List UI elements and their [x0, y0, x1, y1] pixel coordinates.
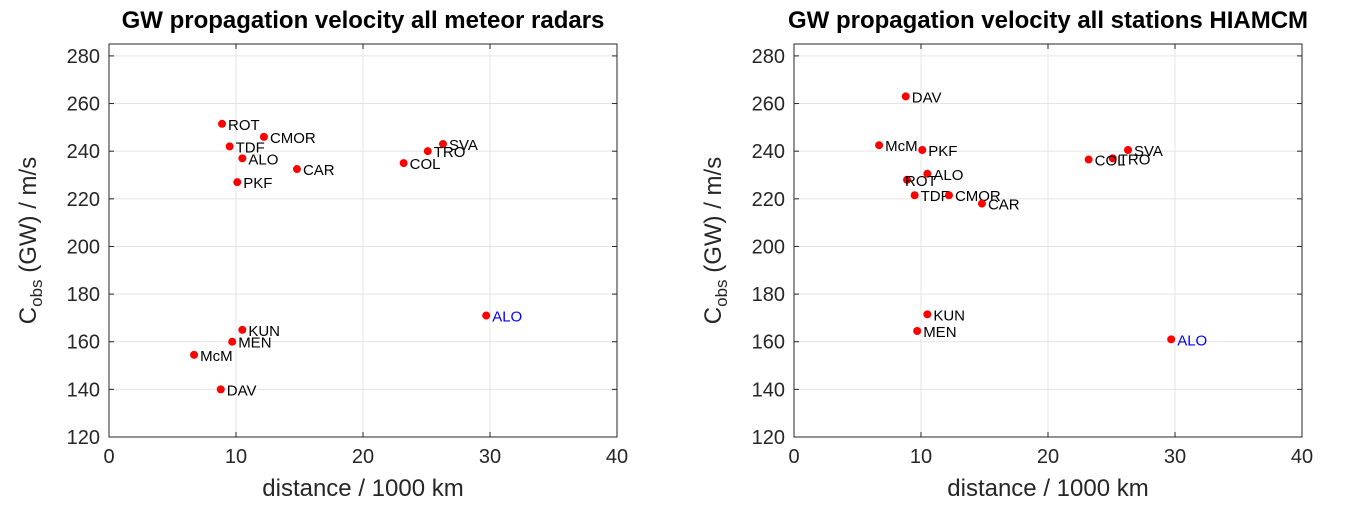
data-point-label-cmor: CMOR: [955, 188, 1001, 205]
data-point-label-men: MEN: [923, 324, 956, 341]
y-axis-label-rest: (GW) / m/s: [700, 157, 727, 280]
data-point-tdf: [910, 191, 919, 200]
data-point-label-dav: DAV: [227, 382, 257, 399]
x-tick-label: 0: [788, 446, 799, 468]
data-point-alo: [1167, 335, 1176, 344]
x-axis-label: distance / 1000 km: [947, 475, 1148, 502]
data-point-label-sva: SVA: [449, 137, 478, 154]
data-point-tdf: [225, 142, 234, 151]
chart-title: GW propagation velocity all stations HIA…: [788, 7, 1308, 34]
data-point-men: [913, 327, 922, 336]
x-tick-label: 20: [352, 446, 374, 468]
data-point-label-alo: ALO: [248, 151, 278, 168]
y-tick-label: 260: [67, 94, 100, 116]
data-point-label-tdf: TDF: [921, 188, 950, 205]
data-point-pkf: [918, 145, 927, 154]
data-point-alo: [238, 154, 247, 163]
data-point-col: [1084, 155, 1093, 164]
data-point-sva: [1124, 145, 1133, 154]
y-tick-label: 260: [752, 94, 785, 116]
data-point-car: [977, 199, 986, 208]
y-tick-label: 120: [67, 427, 100, 449]
y-axis-label: Cobs (GW) / m/s: [15, 157, 46, 324]
y-tick-label: 220: [67, 189, 100, 211]
data-point-men: [228, 337, 237, 346]
data-point-dav: [901, 92, 910, 101]
y-tick-label: 140: [67, 379, 100, 401]
data-point-label-kun: KUN: [933, 307, 965, 324]
data-point-car: [292, 165, 301, 174]
data-point-label-alo: ALO: [492, 309, 522, 326]
y-tick-label: 120: [752, 427, 785, 449]
y-axis-label-main: C: [15, 307, 42, 324]
data-point-sva: [439, 140, 448, 149]
data-point-label-col: COL: [1095, 153, 1126, 170]
x-tick-label: 20: [1037, 446, 1059, 468]
data-point-label-car: CAR: [988, 197, 1020, 214]
x-axis-label: distance / 1000 km: [262, 475, 463, 502]
data-point-label-rot: ROT: [228, 117, 260, 134]
data-point-label-men: MEN: [238, 335, 271, 352]
data-point-label-cmor: CMOR: [270, 130, 316, 147]
data-point-label-dav: DAV: [912, 89, 942, 106]
y-axis-label-rest: (GW) / m/s: [15, 157, 42, 280]
data-point-alo: [923, 169, 932, 178]
data-point-kun: [238, 325, 247, 334]
y-tick-label: 280: [67, 46, 100, 68]
y-tick-label: 200: [67, 236, 100, 258]
data-point-label-mcm: McM: [200, 348, 233, 365]
data-point-label-sva: SVA: [1134, 143, 1163, 160]
y-tick-label: 160: [67, 332, 100, 354]
y-axis-label: Cobs (GW) / m/s: [700, 157, 731, 324]
y-tick-label: 240: [67, 141, 100, 163]
data-point-label-col: COL: [410, 156, 441, 173]
x-tick-label: 30: [1164, 446, 1186, 468]
data-point-label-alo: ALO: [1177, 332, 1207, 349]
x-tick-label: 0: [103, 446, 114, 468]
data-point-label-pkf: PKF: [928, 143, 957, 160]
data-point-tro: [1108, 154, 1117, 163]
data-point-label-rot: ROT: [905, 173, 937, 190]
data-point-label-kun: KUN: [248, 323, 280, 340]
y-tick-label: 180: [67, 284, 100, 306]
x-tick-label: 10: [910, 446, 932, 468]
data-point-mcm: [190, 350, 199, 359]
data-point-label-tro: TRO: [434, 144, 466, 161]
y-tick-label: 240: [752, 141, 785, 163]
data-point-rot: [903, 175, 912, 184]
data-point-label-alo: ALO: [933, 167, 963, 184]
x-tick-label: 40: [1291, 446, 1313, 468]
data-point-label-tdf: TDF: [236, 139, 265, 156]
data-point-label-tro: TRO: [1119, 151, 1151, 168]
chart-panel-1: 0 10 20 30 40 120 140 160 180 200 220 240 260 280 GW p…: [15, 7, 628, 502]
y-tick-label: 280: [752, 46, 785, 68]
data-point-label-car: CAR: [303, 162, 335, 179]
x-tick-label: 10: [225, 446, 247, 468]
data-point-cmor: [259, 132, 268, 141]
data-point-label-pkf: PKF: [243, 175, 272, 192]
data-point-mcm: [875, 141, 884, 150]
data-point-rot: [218, 119, 227, 128]
y-tick-label: 160: [752, 332, 785, 354]
y-tick-label: 200: [752, 236, 785, 258]
y-tick-label: 180: [752, 284, 785, 306]
data-point-kun: [923, 310, 932, 319]
y-tick-label: 220: [752, 189, 785, 211]
data-point-pkf: [233, 178, 242, 187]
data-point-alo: [482, 311, 491, 320]
y-axis-label-main: C: [700, 307, 727, 324]
x-tick-label: 40: [606, 446, 628, 468]
data-point-col: [399, 159, 408, 168]
data-point-cmor: [944, 191, 953, 200]
x-tick-label: 30: [479, 446, 501, 468]
y-tick-label: 140: [752, 379, 785, 401]
y-axis-label-subscript: obs: [712, 279, 731, 306]
data-point-dav: [216, 385, 225, 394]
data-point-label-mcm: McM: [885, 138, 918, 155]
chart-title: GW propagation velocity all meteor radar…: [122, 7, 605, 34]
data-point-tro: [423, 147, 432, 156]
y-axis-label-subscript: obs: [27, 279, 46, 306]
